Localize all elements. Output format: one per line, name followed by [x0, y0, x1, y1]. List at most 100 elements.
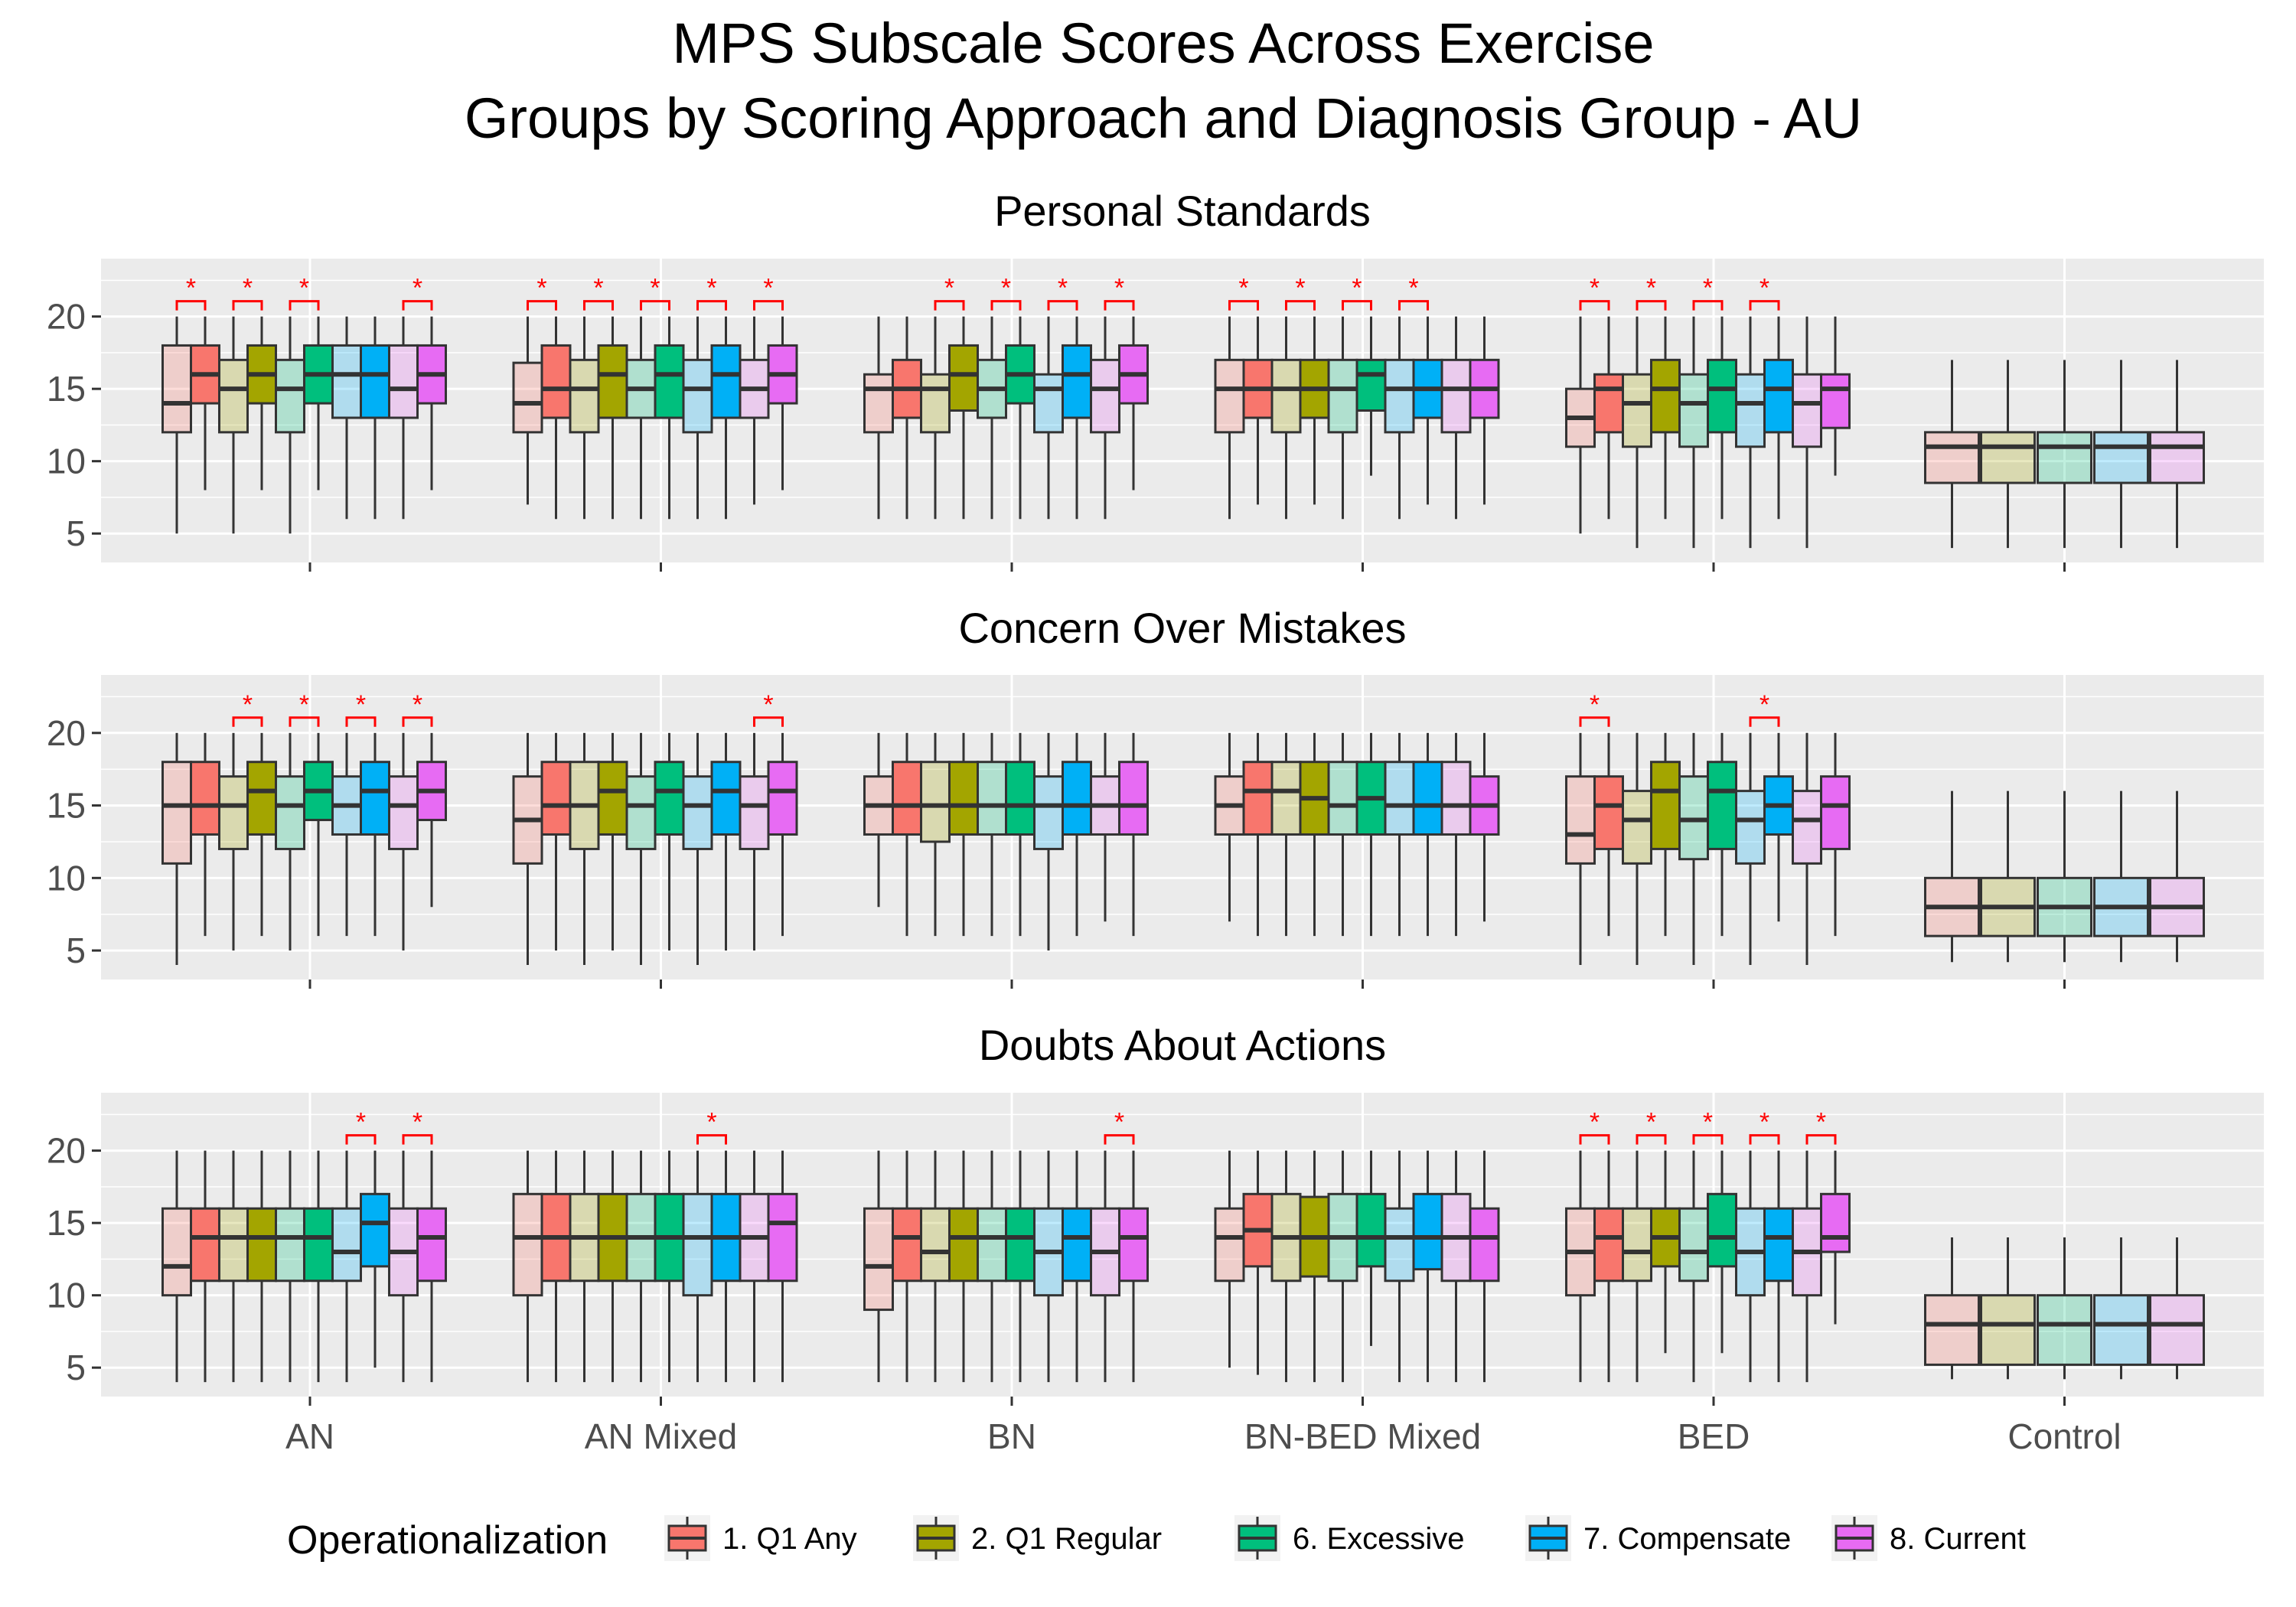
box-iqr	[1820, 373, 1851, 429]
boxplot-bed-2-q1-regular-faded	[1622, 316, 1652, 549]
significance-star: *	[1760, 690, 1769, 719]
boxplot-control-1-q1-any-faded	[1924, 1237, 1980, 1380]
significance-star: *	[243, 690, 253, 719]
boxplot-an-1-q1-any-full	[190, 316, 220, 491]
boxplot-bn-bed-mixed-1-q1-any-full	[1242, 316, 1274, 505]
significance-star: *	[1408, 274, 1418, 303]
boxplot-bed-7-compensate-full	[1763, 1150, 1794, 1383]
boxplot-control-2-q1-regular-faded	[1980, 360, 2036, 549]
box-iqr	[1622, 790, 1652, 865]
y-tick-label: 15	[47, 786, 86, 826]
box-iqr	[1270, 358, 1302, 434]
box-iqr	[920, 761, 951, 843]
boxplot-an-6-excessive-full	[303, 732, 334, 937]
significance-bracket	[175, 300, 207, 311]
boxplot-bn-1-q1-any-faded	[863, 1150, 894, 1383]
box-iqr	[2149, 431, 2205, 484]
box-iqr	[948, 761, 979, 836]
significance-star: *	[706, 1108, 716, 1137]
box-iqr	[625, 775, 657, 850]
box-iqr	[1707, 358, 1737, 434]
box-iqr	[1622, 1207, 1652, 1283]
boxplot-an-mixed-6-excessive-faded	[625, 316, 657, 520]
significance-bracket	[696, 1134, 727, 1145]
box-iqr	[1924, 431, 1980, 484]
significance-bracket	[1579, 716, 1610, 727]
boxplot-an-mixed-1-q1-any-faded	[512, 316, 543, 505]
box-iqr	[1412, 1192, 1443, 1271]
significance-bracket	[1749, 1134, 1780, 1145]
box-iqr	[948, 344, 979, 412]
boxplot-bn-bed-mixed-2-q1-regular-full	[1299, 316, 1330, 505]
boxplot-bn-bed-mixed-6-excessive-full	[1355, 316, 1387, 476]
boxplot-bed-8-current-faded	[1792, 732, 1822, 966]
box-iqr	[1707, 1192, 1737, 1268]
boxplot-an-2-q1-regular-faded	[218, 1150, 249, 1383]
significance-star: *	[650, 274, 660, 303]
boxplot-bed-8-current-full	[1820, 316, 1851, 476]
boxplot-an-2-q1-regular-faded	[218, 732, 249, 951]
boxplot-bn-bed-mixed-1-q1-any-full	[1242, 732, 1274, 937]
significance-star: *	[1590, 1108, 1600, 1137]
boxplot-bn-8-current-faded	[1090, 1150, 1120, 1383]
box-iqr	[1270, 761, 1302, 836]
group-bn: *	[863, 1108, 1149, 1383]
boxplot-an-7-compensate-faded	[331, 732, 362, 937]
x-tick-label-bn-bed-mixed: BN-BED Mixed	[1244, 1416, 1481, 1456]
significance-bracket	[640, 300, 670, 311]
boxplot-an-1-q1-any-full	[190, 1150, 220, 1383]
box-iqr	[597, 761, 628, 836]
boxplot-bn-8-current-full	[1118, 732, 1149, 937]
boxplot-bn-6-excessive-full	[1005, 1150, 1035, 1383]
box-iqr	[1384, 761, 1415, 836]
group-bn	[863, 732, 1149, 951]
box-iqr	[1033, 775, 1064, 850]
boxplot-bn-2-q1-regular-full	[948, 732, 979, 937]
boxplot-control-8-current-faded	[2149, 790, 2205, 963]
box-iqr	[1327, 761, 1358, 836]
significance-star: *	[1114, 274, 1124, 303]
boxplot-bed-2-q1-regular-full	[1650, 1150, 1681, 1354]
group-an-mixed: * * * * *	[512, 274, 798, 520]
facet-title-doubts-about-actions: Doubts About Actions	[979, 1021, 1386, 1069]
significance-star: *	[1760, 274, 1769, 303]
box-iqr	[1565, 775, 1596, 865]
boxplot-bn-8-current-faded	[1090, 316, 1120, 520]
boxplot-bed-6-excessive-faded	[1678, 1150, 1709, 1383]
boxplot-bn-1-q1-any-full	[892, 732, 922, 937]
boxplot-bn-7-compensate-faded	[1033, 1150, 1064, 1383]
group-bn: * * * *	[863, 274, 1149, 520]
boxplot-bn-7-compensate-faded	[1033, 732, 1064, 951]
box-iqr	[1763, 1207, 1794, 1283]
boxplot-bn-bed-mixed-7-compensate-full	[1412, 732, 1443, 937]
boxplot-bed-8-current-full	[1820, 732, 1851, 937]
boxplot-bn-bed-mixed-1-q1-any-faded	[1214, 1150, 1245, 1368]
boxplot-bn-bed-mixed-6-excessive-full	[1355, 732, 1387, 937]
significance-star: *	[356, 690, 366, 719]
boxplot-bn-7-compensate-full	[1062, 316, 1092, 520]
boxplot-control-7-compensate-faded	[2093, 790, 2149, 963]
boxplot-bed-1-q1-any-full	[1593, 316, 1624, 520]
boxplot-an-6-excessive-full	[303, 1150, 334, 1383]
significance-star: *	[356, 1108, 366, 1137]
boxplot-control-8-current-faded	[2149, 360, 2205, 549]
group-bn-bed-mixed	[1214, 732, 1500, 937]
significance-bracket	[1749, 300, 1780, 311]
group-bed: * * * *	[1565, 274, 1851, 549]
box-iqr	[948, 1207, 979, 1283]
box-iqr	[1005, 1207, 1035, 1283]
y-tick-label: 20	[47, 297, 86, 337]
boxplot-an-mixed-6-excessive-faded	[625, 732, 657, 966]
boxplot-an-6-excessive-faded	[275, 316, 305, 534]
box-iqr	[1678, 1207, 1709, 1283]
boxplot-bn-bed-mixed-6-excessive-faded	[1327, 732, 1358, 937]
boxplot-an-7-compensate-full	[360, 1150, 390, 1368]
significance-bracket	[1342, 300, 1372, 311]
x-tick-label-control: Control	[2007, 1416, 2121, 1456]
significance-bracket	[289, 300, 320, 311]
group-control	[1924, 790, 2205, 963]
significance-bracket	[1104, 300, 1135, 311]
panel-background	[101, 259, 2264, 562]
group-an: * * * *	[161, 690, 447, 966]
box-iqr	[512, 361, 543, 434]
